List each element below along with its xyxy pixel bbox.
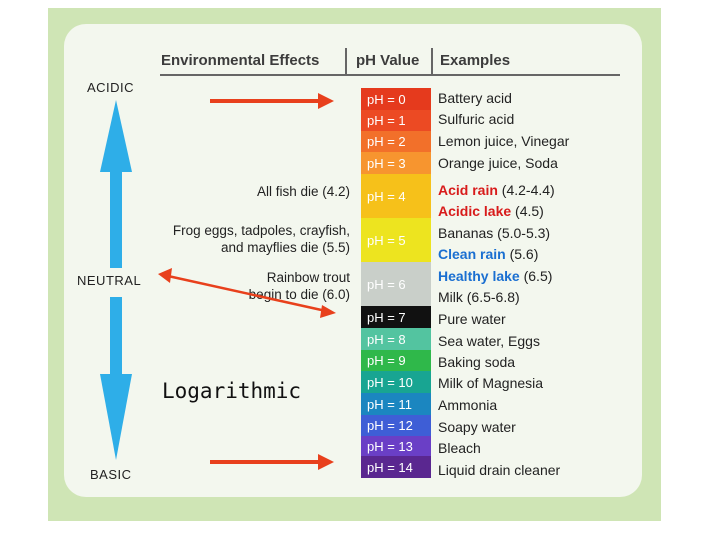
ph-cell: pH = 1 [361, 110, 431, 131]
effect-fish-die: All fish die (4.2) [256, 184, 350, 199]
example-item: Clean rain (5.6) [438, 244, 538, 264]
header-ph-value: pH Value [356, 52, 420, 69]
example-text: Bananas (5.0-5.3) [438, 225, 551, 241]
example-highlight: Acid rain [438, 182, 498, 198]
diagram-panel [64, 24, 642, 497]
example-text: Bleach [438, 440, 481, 456]
example-item: Baking soda [438, 352, 515, 372]
ph-cell: pH = 6 [361, 262, 431, 306]
ph-cell: pH = 3 [361, 152, 431, 174]
example-text: Liquid drain cleaner [438, 462, 561, 478]
ph-cell: pH = 13 [361, 436, 431, 456]
ph-cell: pH = 0 [361, 88, 431, 110]
example-item: Milk of Magnesia [438, 373, 543, 393]
example-text: Sea water, Eggs [438, 333, 540, 349]
example-item: Orange juice, Soda [438, 153, 558, 173]
effect-frog-eggs-line1: Frog eggs, tadpoles, crayfish, [172, 223, 350, 238]
header-separator [431, 48, 433, 76]
example-item: Bananas (5.0-5.3) [438, 223, 550, 243]
example-text: Sulfuric acid [438, 111, 515, 127]
example-text: (4.5) [511, 203, 544, 219]
header-separator [345, 48, 347, 76]
header-environmental-effects: Environmental Effects [161, 52, 320, 69]
example-item: Soapy water [438, 417, 516, 437]
header-underline [160, 74, 620, 76]
axis-upper-shaft [110, 170, 122, 268]
example-item: Bleach [438, 438, 481, 458]
axis-lower-shaft [110, 297, 122, 377]
neutral-label: NEUTRAL [77, 273, 142, 288]
example-text: Milk of Magnesia [438, 375, 544, 391]
example-highlight: Acidic lake [438, 203, 512, 219]
example-text: (6.5) [519, 268, 553, 284]
example-item: Battery acid [438, 88, 512, 108]
example-text: Lemon juice, Vinegar [438, 133, 570, 149]
example-item: Lemon juice, Vinegar [438, 131, 569, 151]
example-item: Milk (6.5-6.8) [438, 287, 520, 307]
example-item: Healthy lake (6.5) [438, 266, 552, 286]
example-text: (5.6) [505, 246, 539, 262]
example-text: Baking soda [438, 354, 516, 370]
example-text: Milk (6.5-6.8) [438, 289, 520, 305]
example-text: Battery acid [438, 90, 512, 106]
ph-cell: pH = 4 [361, 174, 431, 218]
effect-frog-eggs-line2: and mayflies die (5.5) [220, 240, 350, 255]
logarithmic-label: Logarithmic [162, 379, 302, 403]
example-text: (4.2-4.4) [497, 182, 555, 198]
ph-cell: pH = 14 [361, 456, 431, 478]
effect-rainbow-trout-line2: begin to die (6.0) [248, 287, 350, 302]
basic-label: BASIC [90, 467, 132, 482]
example-item: Acid rain (4.2-4.4) [438, 180, 555, 200]
ph-cell: pH = 11 [361, 393, 431, 415]
ph-cell: pH = 10 [361, 371, 431, 393]
acid-base-axis-arrow [100, 100, 132, 460]
example-text: Pure water [438, 311, 506, 327]
example-text: Orange juice, Soda [438, 155, 558, 171]
acidic-label: ACIDIC [87, 80, 135, 95]
ph-cell: pH = 12 [361, 415, 431, 436]
example-item: Ammonia [438, 395, 497, 415]
ph-cell: pH = 9 [361, 350, 431, 371]
example-item: Sulfuric acid [438, 109, 514, 129]
effect-rainbow-trout-line1: Rainbow trout [266, 270, 350, 285]
ph-cell: pH = 7 [361, 306, 431, 328]
ph-cell: pH = 8 [361, 328, 431, 350]
example-item: Liquid drain cleaner [438, 460, 560, 480]
example-highlight-blue: Clean rain [438, 246, 506, 262]
example-item: Acidic lake (4.5) [438, 201, 544, 221]
header-examples: Examples [440, 52, 511, 69]
ph-cell: pH = 5 [361, 218, 431, 262]
axis-up-arrowhead [100, 100, 132, 172]
example-item: Pure water [438, 309, 506, 329]
example-item: Sea water, Eggs [438, 331, 540, 351]
example-text: Ammonia [438, 397, 498, 413]
example-text: Soapy water [438, 419, 516, 435]
example-highlight-blue: Healthy lake [438, 268, 520, 284]
ph-cell: pH = 2 [361, 131, 431, 152]
axis-down-arrowhead [100, 374, 132, 460]
